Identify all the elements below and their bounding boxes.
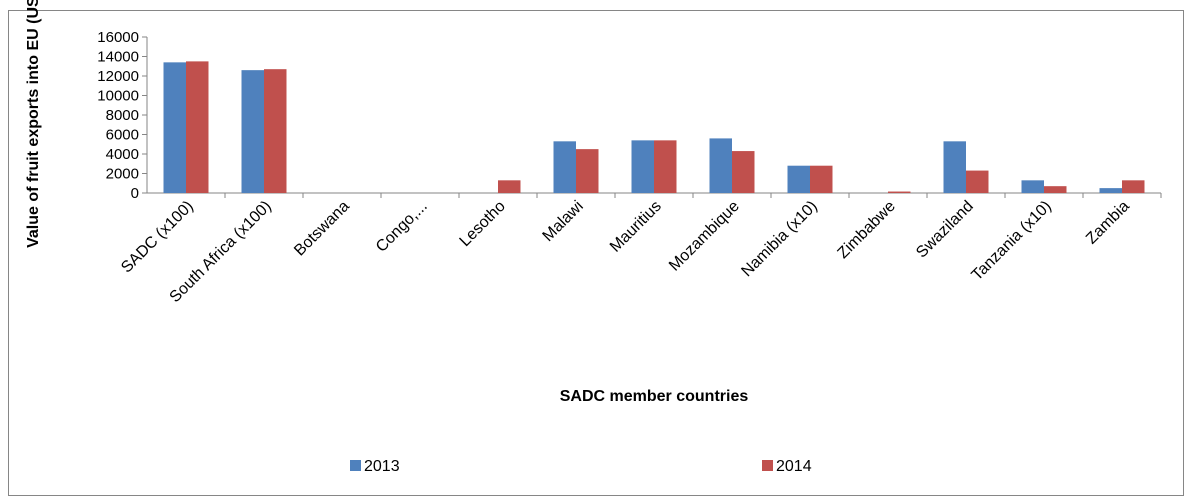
y-tick-label: 2000 [106, 166, 139, 183]
legend-label: 2013 [364, 458, 400, 475]
y-tick-label: 16000 [97, 29, 139, 46]
bar [1044, 186, 1067, 193]
bar [163, 62, 186, 193]
y-tick-label: 12000 [97, 68, 139, 85]
bar [709, 138, 732, 193]
y-tick-label: 14000 [97, 49, 139, 66]
legend-label: 2014 [776, 458, 812, 475]
bar [943, 141, 966, 193]
bar [888, 191, 911, 193]
bar [1122, 180, 1145, 193]
bar [576, 149, 599, 193]
bar [553, 141, 576, 193]
legend-swatch [762, 460, 773, 471]
bar [966, 170, 989, 193]
x-axis-title: SADC member countries [560, 388, 749, 405]
legend-swatch [350, 460, 361, 471]
y-tick-label: 10000 [97, 88, 139, 105]
bar [732, 151, 755, 193]
bar [810, 165, 833, 193]
y-tick-label: 6000 [106, 127, 139, 144]
bar [498, 180, 521, 193]
bar [1021, 180, 1044, 193]
y-tick-label: 0 [131, 185, 139, 202]
y-tick-label: 4000 [106, 146, 139, 163]
bar [1099, 188, 1122, 193]
y-axis-title: Value of fruit exports into EU (US$) [25, 0, 42, 248]
bar [241, 70, 264, 193]
y-tick-label: 8000 [106, 107, 139, 124]
bar [631, 140, 654, 193]
bar [654, 140, 677, 193]
bar [787, 165, 810, 193]
bar [264, 69, 287, 193]
bar [186, 61, 209, 193]
